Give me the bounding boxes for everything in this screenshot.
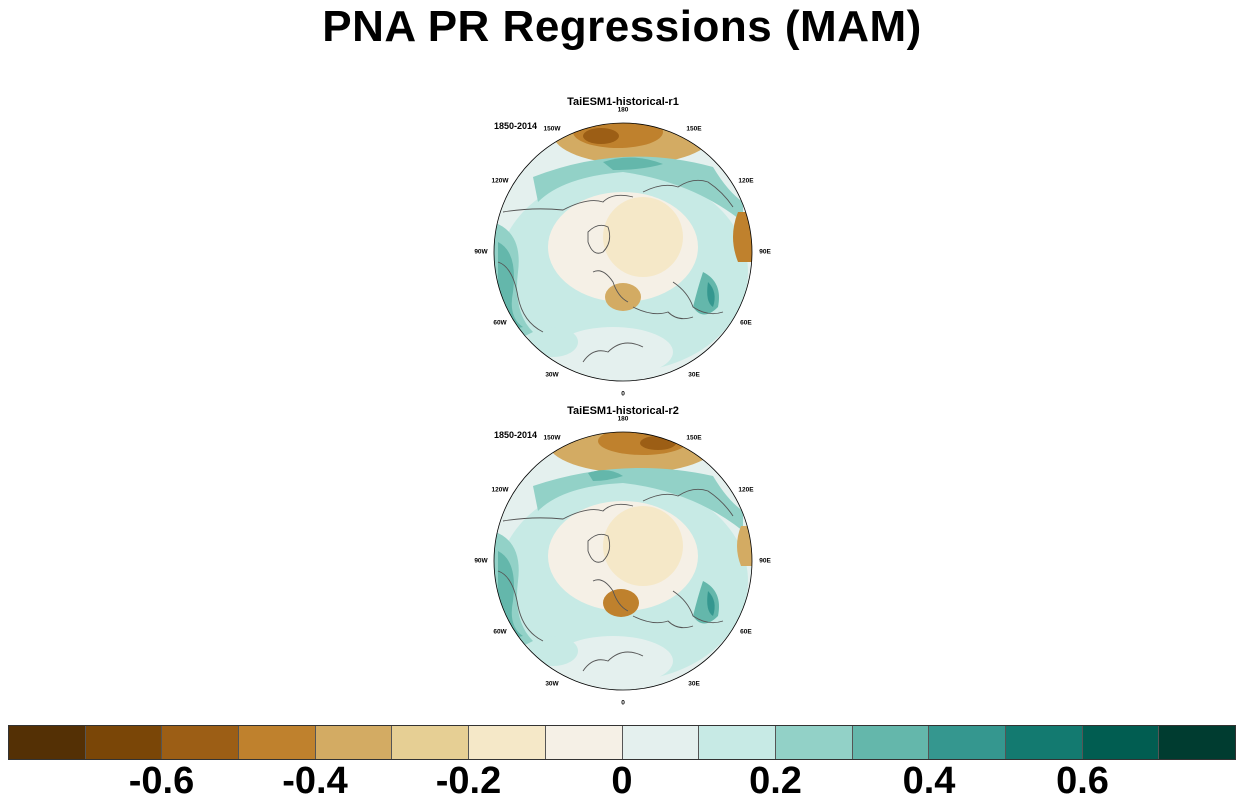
panel-1-title: TaiESM1-historical-r1 [567,96,679,108]
panel-2-lon-label: 180 [617,415,629,423]
colorbar-tick-label: 0 [611,760,633,802]
panel-1-lon-label: 180 [617,106,629,114]
panel-2-lon-label: 120E [738,486,754,494]
panel-2-lon-label: 30W [545,680,559,688]
panel-2-lon-label: 0 [621,699,625,707]
panel-1-lon-label: 90E [759,248,771,256]
colorbar-swatch [699,726,776,759]
panel-2-lon-label: 90W [474,557,488,565]
panel-1-lon-label: 30W [545,371,559,379]
colorbar-swatch [85,726,163,759]
colorbar-tick-label: -0.6 [128,760,195,802]
panel-2-lon-label: 120W [491,486,509,494]
figure-title: PNA PR Regressions (MAM) [322,2,922,51]
panel-2-lon-label: 90E [759,557,771,565]
panel-2-lon-label: 150W [543,434,561,442]
panel-1-lon-label: 150W [543,125,561,133]
panel-2-lon-label: 60W [493,628,507,636]
colorbar-tick-label: -0.4 [282,760,348,802]
colorbar [8,725,1236,760]
colorbar-swatch [545,726,623,759]
panel-1-polar-map [493,122,753,382]
panel-1-lon-label: 120E [738,177,754,185]
panel-1-lon-label: 30E [688,371,700,379]
panel-1-lon-label: 60W [493,319,507,327]
colorbar-swatch [1082,726,1160,759]
panel-2-period: 1850-2014 [494,430,538,440]
colorbar-swatch [162,726,240,759]
colorbar-swatch [315,726,393,759]
colorbar-swatch [929,726,1006,759]
colorbar-tick-label: 0.6 [1056,760,1109,802]
panel-2-lon-label: 150E [686,434,702,442]
panel-1-lon-label: 150E [686,125,702,133]
colorbar-swatch [239,726,316,759]
colorbar-swatch [9,726,86,759]
colorbar-swatch [392,726,470,759]
colorbar-tick-label: 0.2 [749,760,802,802]
panel-1-lon-label: 60E [740,319,752,327]
panel-2-lon-label: 30E [688,680,700,688]
panel-1-lon-label: 120W [491,177,509,185]
colorbar-swatch [1159,726,1235,759]
colorbar-tick-label: 0.4 [902,760,956,802]
panel-2-lon-label: 60E [740,628,752,636]
panel-1-lon-label: 0 [621,390,625,398]
colorbar-swatch [1005,726,1083,759]
colorbar-swatch [852,726,930,759]
panel-1-lon-label: 90W [474,248,488,256]
colorbar-swatch [469,726,546,759]
colorbar-swatch [622,726,700,759]
colorbar-tick-label: -0.2 [435,760,502,802]
panel-2-title: TaiESM1-historical-r2 [567,405,679,417]
colorbar-swatch [775,726,853,759]
panel-2-polar-map [493,431,753,691]
panel-1-period: 1850-2014 [494,121,538,131]
